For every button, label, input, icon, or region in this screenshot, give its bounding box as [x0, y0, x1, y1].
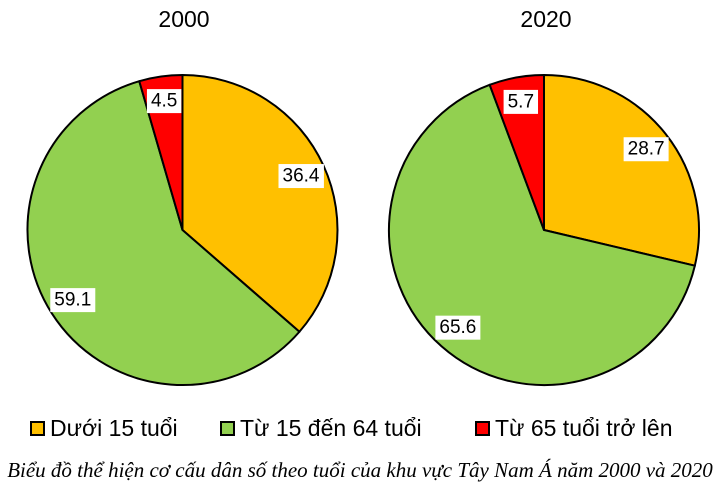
pie-data-label-box — [146, 89, 182, 114]
legend-item-under-15: Dưới 15 tuổi — [30, 415, 178, 441]
chart-title-2020: 2020 — [520, 6, 572, 32]
legend-swatch-under-15-icon — [30, 421, 45, 437]
pie-data-label: 4.5 — [151, 91, 177, 112]
legend-swatch-15-to-64-icon — [220, 421, 235, 437]
pie-slice-2020-1 — [388, 83, 696, 386]
pie-slice-2000-2 — [138, 74, 184, 231]
pie-data-label-box — [50, 288, 96, 313]
pie-chart-2000: 36.4 59.1 4.5 — [26, 74, 339, 386]
legend-item-65-plus: Từ 65 tuổi trở lên — [475, 415, 673, 441]
pie-data-label: 59.1 — [54, 290, 91, 311]
legend-label-65-plus: Từ 65 tuổi trở lên — [495, 415, 673, 441]
pie-data-label: 5.7 — [508, 91, 534, 112]
legend-swatch-65-plus-icon — [475, 421, 490, 437]
pie-chart-2020: 28.7 65.6 5.7 — [388, 74, 700, 386]
pie-data-label-box — [623, 137, 669, 162]
pie-data-label-box — [278, 164, 324, 189]
legend-item-15-to-64: Từ 15 đến 64 tuổi — [220, 415, 422, 441]
pie-data-label: 36.4 — [283, 166, 320, 187]
chart-caption: Biểu đồ thể hiện cơ cấu dân số theo tuổi… — [7, 458, 713, 482]
legend: Dưới 15 tuổi Từ 15 đến 64 tuổi Từ 65 tuổ… — [0, 415, 720, 446]
legend-label-under-15: Dưới 15 tuổi — [50, 415, 178, 441]
pie-slice-2000-1 — [26, 80, 301, 386]
chart-title-2000: 2000 — [158, 6, 210, 32]
pie-data-label: 28.7 — [628, 139, 665, 160]
pie-data-label-box — [503, 89, 539, 114]
pie-data-label: 65.6 — [439, 317, 476, 338]
legend-label-15-to-64: Từ 15 đến 64 tuổi — [240, 415, 422, 441]
pie-slice-2020-0 — [543, 74, 700, 267]
pie-data-label-box — [435, 315, 481, 340]
